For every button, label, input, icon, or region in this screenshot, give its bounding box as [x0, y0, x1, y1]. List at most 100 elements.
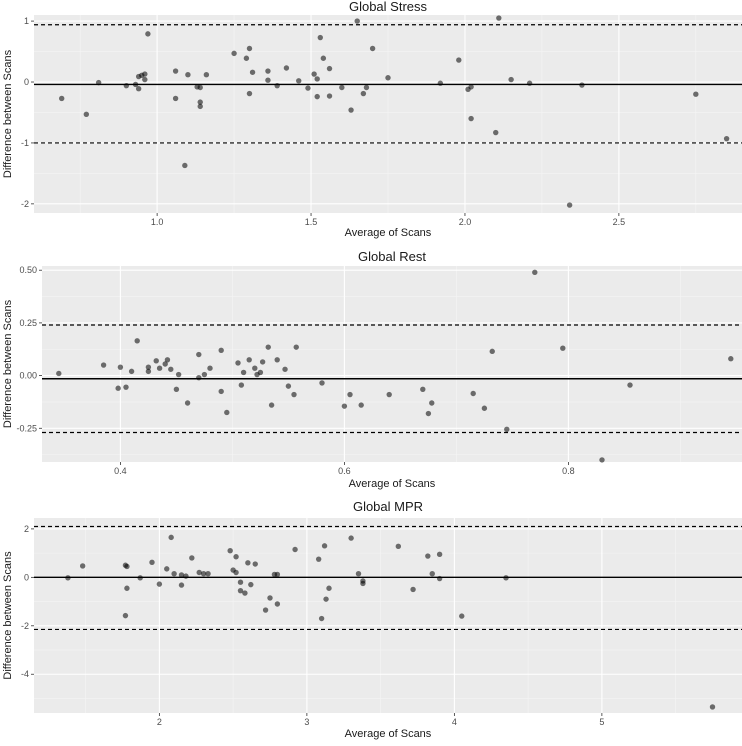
data-point [203, 72, 210, 78]
data-point [293, 344, 299, 350]
chart-title: Global Rest [358, 249, 426, 264]
y-tick-label: 0 [24, 572, 29, 582]
data-point [311, 71, 317, 77]
data-point [197, 84, 203, 91]
data-point [410, 586, 416, 593]
data-point [326, 585, 332, 591]
data-point [227, 548, 233, 554]
data-point [560, 345, 566, 351]
x-tick-label: 0.6 [338, 466, 351, 476]
data-point [323, 596, 329, 602]
data-point [292, 546, 298, 553]
data-point [201, 371, 208, 378]
x-tick-label: 0.4 [114, 466, 127, 476]
data-point [182, 162, 188, 169]
data-point [282, 366, 288, 372]
data-point [245, 560, 251, 566]
x-tick-label: 1.0 [151, 217, 164, 227]
y-tick-label: 0 [24, 77, 29, 87]
data-point [246, 45, 253, 52]
y-tick-label: 2 [24, 524, 29, 534]
y-tick-label: -4 [21, 669, 29, 679]
data-point [128, 368, 135, 375]
y-tick-label: 0.25 [19, 318, 37, 328]
x-tick-label: 2.5 [613, 217, 626, 227]
data-point [291, 391, 297, 398]
data-point [315, 556, 322, 562]
data-point [693, 91, 699, 97]
data-point [265, 344, 271, 350]
data-point [274, 571, 281, 578]
data-point [207, 365, 213, 371]
data-point [347, 391, 353, 398]
y-tick-label: -2 [21, 621, 29, 631]
data-point [274, 601, 281, 607]
data-point [296, 78, 302, 84]
data-point [145, 368, 152, 375]
plot-background [42, 266, 742, 462]
data-point [425, 553, 431, 559]
x-axis-title: Average of Scans [345, 227, 432, 239]
data-point [252, 561, 258, 567]
data-point [470, 390, 476, 397]
data-point [317, 34, 323, 41]
data-point [156, 365, 163, 371]
data-point [122, 612, 129, 619]
data-point [319, 380, 325, 386]
data-point [420, 386, 426, 392]
data-point [358, 402, 364, 408]
data-point [314, 76, 320, 82]
data-point [728, 356, 734, 362]
data-point [723, 135, 730, 142]
data-point [142, 76, 148, 83]
data-point [436, 551, 443, 558]
data-point [348, 535, 354, 541]
data-point [218, 347, 224, 354]
data-point [185, 72, 191, 78]
data-point [599, 457, 605, 463]
data-point [508, 76, 514, 83]
data-point [168, 366, 174, 372]
data-point [83, 111, 90, 118]
data-point [709, 704, 716, 710]
data-point [320, 55, 327, 61]
data-point [145, 364, 152, 370]
data-point [172, 68, 179, 74]
data-point [283, 65, 290, 71]
x-tick-label: 5 [599, 717, 604, 727]
data-point [171, 571, 177, 577]
data-point [173, 386, 180, 392]
data-point [566, 202, 573, 208]
data-point [252, 365, 258, 371]
data-point [235, 360, 241, 366]
y-tick-label: -1 [21, 138, 29, 148]
data-point [274, 357, 280, 363]
data-point [172, 95, 179, 102]
data-point [242, 590, 248, 596]
data-point [257, 369, 264, 376]
y-tick-label: 1 [24, 16, 29, 26]
data-point [197, 103, 203, 110]
data-point [429, 571, 435, 577]
data-point [468, 84, 474, 90]
data-point [360, 90, 367, 97]
data-point [175, 371, 182, 378]
data-point [314, 93, 320, 100]
data-point [395, 543, 402, 550]
data-point [79, 563, 86, 569]
chart-panel-3: 2 3 4 5 -4 -2 0 2 Global MPR Average of Scans Diff… [2, 499, 742, 740]
data-point [196, 569, 202, 576]
data-point [189, 555, 195, 561]
data-point [326, 93, 333, 99]
data-point [321, 543, 328, 549]
data-point [489, 348, 495, 355]
data-point [178, 572, 185, 578]
data-point [178, 582, 185, 588]
data-point [240, 369, 247, 376]
data-point [360, 578, 366, 584]
data-point [237, 587, 244, 594]
data-point [354, 18, 360, 24]
chart-panel-1: 1.0 1.5 2.0 2.5 -2 -1 0 1 Global Stress Average o… [2, 0, 742, 239]
data-point [305, 85, 311, 91]
